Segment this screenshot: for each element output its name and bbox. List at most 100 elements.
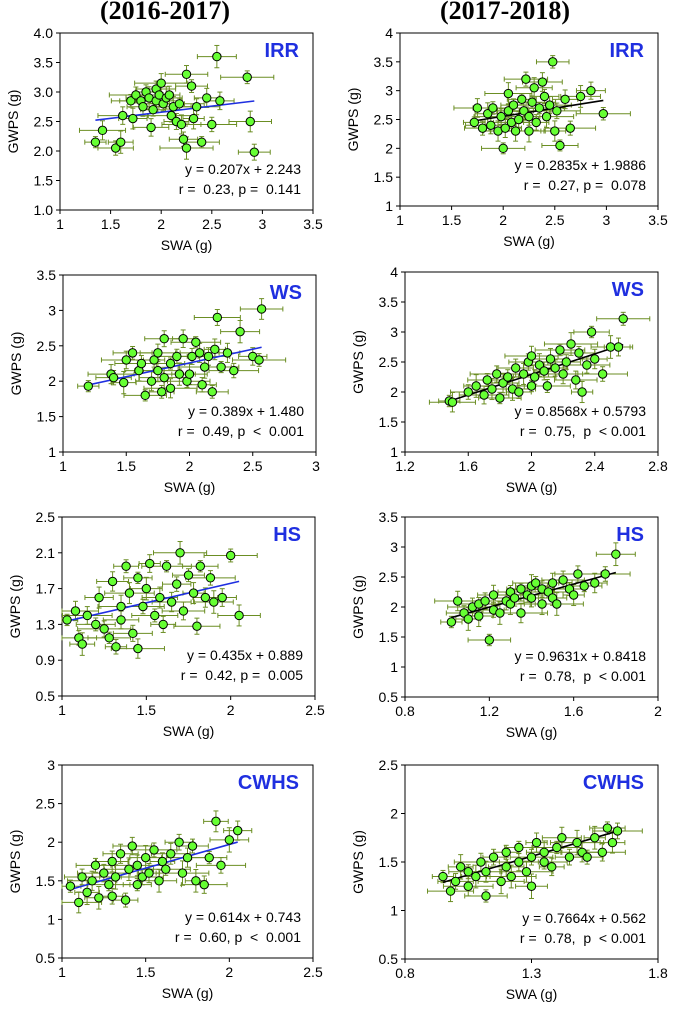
data-point (146, 122, 156, 133)
x-tick-label: 2 (186, 458, 194, 474)
regression-equation: y = 0.2835x + 1.9886 (514, 157, 646, 173)
data-point (222, 348, 233, 358)
data-point (517, 94, 527, 105)
y-tick-label: 2.5 (34, 114, 54, 130)
data-point (488, 103, 498, 113)
data-point (531, 837, 542, 848)
data-point (184, 369, 195, 379)
y-tick-label: 0.9 (36, 652, 56, 668)
data-point (140, 852, 151, 863)
data-point (124, 864, 134, 874)
data-point (216, 860, 226, 871)
data-point (149, 845, 159, 855)
regression-stats: r = 0.78, p < 0.001 (520, 668, 646, 684)
y-tick-label: 1.5 (37, 409, 57, 425)
regression-equation: y = 0.207x + 2.243 (185, 161, 301, 177)
data-point (188, 588, 199, 598)
data-point (612, 826, 623, 836)
data-point (148, 105, 158, 115)
data-point (539, 847, 549, 857)
y-tick-label: 2.5 (374, 112, 394, 128)
y-tick-label: 2.5 (36, 509, 56, 525)
data-point (544, 100, 555, 110)
data-point (116, 601, 126, 612)
regression-stats: r = 0.27, p = 0.078 (524, 177, 646, 193)
x-tick-label: 1.5 (136, 964, 156, 980)
y-tick-label: 1.7 (36, 581, 56, 597)
data-point (150, 610, 160, 621)
x-tick-label: 2 (157, 216, 165, 232)
data-point (178, 606, 189, 616)
x-axis-label: SWA (g) (503, 233, 555, 249)
data-point (207, 387, 217, 397)
data-point (174, 837, 184, 847)
data-point (107, 891, 117, 901)
data-point (463, 881, 473, 891)
data-point (197, 380, 207, 390)
data-point (156, 387, 167, 397)
x-tick-label: 2 (225, 964, 233, 980)
x-tick-label: 2.8 (648, 458, 668, 474)
data-point (555, 345, 565, 355)
x-tick-label: 1 (59, 458, 67, 474)
data-point (153, 365, 163, 376)
data-point (159, 372, 169, 383)
data-point (548, 57, 558, 67)
data-point (199, 362, 210, 372)
regression-stats: r = 0.23, p = 0.141 (179, 181, 301, 197)
data-point (498, 143, 508, 154)
x-tick-label: 3.5 (648, 212, 668, 228)
data-point (471, 871, 481, 882)
data-point (133, 573, 143, 583)
data-point (97, 125, 108, 136)
data-point (235, 326, 245, 337)
x-tick-label: 1.2 (395, 458, 415, 474)
data-point (557, 833, 567, 843)
x-axis-label: SWA (g) (162, 985, 214, 1001)
data-point (199, 879, 209, 890)
data-point (99, 624, 109, 634)
data-point (529, 83, 539, 93)
data-point (550, 126, 560, 136)
data-point (574, 348, 584, 358)
chart-panel-ws-2017-2018: 1.2 1.6 2 2.4 2.8 1 1.5 2 2.5 3 3.5 4 SWA (g) GWPS (g… (350, 264, 668, 495)
data-point (90, 860, 101, 871)
data-point (146, 376, 157, 386)
data-point (488, 852, 499, 862)
data-point (166, 597, 177, 607)
data-point (486, 120, 496, 130)
data-point (212, 312, 223, 323)
data-point (166, 110, 177, 121)
data-point (474, 611, 484, 621)
data-point (534, 360, 545, 370)
data-point (526, 381, 537, 391)
data-point (526, 593, 537, 603)
x-tick-label: 3 (603, 212, 611, 228)
data-point (526, 881, 537, 891)
y-axis-label: GWPS (g) (350, 830, 366, 894)
chart-panel-ws-2016-2017: 1 1.5 2 2.5 3 1 1.5 2 2.5 3 3.5 SWA (g) GWPS (g) WS y … (8, 267, 320, 495)
data-point (200, 592, 211, 603)
y-tick-label: 2.0 (34, 143, 54, 159)
data-point (477, 123, 488, 133)
data-point (254, 355, 264, 365)
data-point (172, 351, 182, 362)
data-point (492, 369, 502, 379)
y-tick-label: 1.5 (374, 169, 394, 185)
data-point (249, 147, 260, 157)
data-point (488, 590, 499, 600)
data-point (487, 384, 497, 394)
data-point (118, 110, 128, 121)
data-point (195, 561, 206, 571)
data-point (128, 628, 138, 639)
data-point (188, 113, 199, 124)
y-tick-label: 1.5 (379, 854, 399, 870)
data-point (209, 597, 219, 607)
data-point (597, 847, 608, 857)
y-tick-label: 1.5 (34, 173, 54, 189)
data-point (558, 369, 568, 379)
x-tick-label: 1 (56, 216, 64, 232)
data-point (481, 891, 491, 901)
data-point (524, 111, 534, 122)
data-point (483, 109, 493, 119)
